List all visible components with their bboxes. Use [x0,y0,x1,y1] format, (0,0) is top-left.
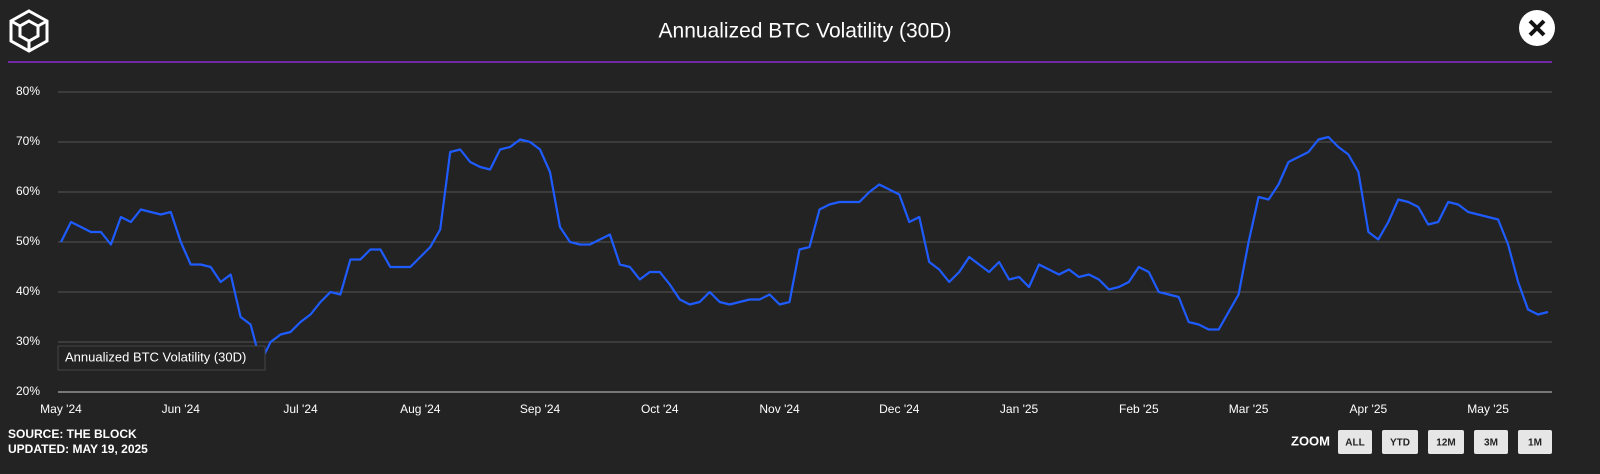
x-tick-label: Jun '24 [162,402,201,416]
y-tick-label: 40% [16,284,40,298]
zoom-button-label[interactable]: 12M [1436,438,1455,449]
x-tick-label: Mar '25 [1229,402,1269,416]
x-tick-label: Dec '24 [879,402,920,416]
x-tick-label: Feb '25 [1119,402,1159,416]
zoom-button-box[interactable] [1428,430,1464,454]
zoom-button-label[interactable]: 3M [1484,438,1498,449]
close-button[interactable] [1519,10,1555,46]
legend-label: Annualized BTC Volatility (30D) [65,349,246,364]
y-tick-label: 60% [16,184,40,198]
logo [9,9,49,53]
zoom-button[interactable]: 1M [1518,430,1552,454]
y-tick-label: 80% [16,84,40,98]
y-tick-label: 50% [16,234,40,248]
source: SOURCE: THE BLOCK [8,427,137,441]
x-tick-label: May '24 [40,402,82,416]
zoom-button-box[interactable] [1474,430,1508,454]
zoom-label: ZOOM [1291,433,1330,448]
legend-box [57,345,266,371]
y-tick-label: 30% [16,334,40,348]
legend: Annualized BTC Volatility (30D) [57,345,266,371]
updated: UPDATED: MAY 19, 2025 [8,442,148,456]
x-tick-label: Jan '25 [1000,402,1039,416]
x-tick-label: May '25 [1467,402,1509,416]
chart-title: Annualized BTC Volatility (30D) [659,20,952,43]
y-tick-label: 20% [16,384,40,398]
series-line [60,135,1549,364]
zoom-button[interactable]: 3M [1474,430,1508,454]
x-tick-label: Sep '24 [520,402,561,416]
zoom-button[interactable]: ALL [1338,430,1372,454]
x-tick-label: Oct '24 [641,402,679,416]
zoom-button-label[interactable]: YTD [1390,438,1410,449]
zoom-button-label[interactable]: ALL [1345,438,1364,449]
y-tick-label: 70% [16,134,40,148]
zoom-button-box[interactable] [1518,430,1552,454]
x-tick-label: Aug '24 [400,402,441,416]
zoom-button[interactable]: YTD [1382,430,1418,454]
zoom-button-label[interactable]: 1M [1528,438,1542,449]
x-tick-label: Apr '25 [1350,402,1388,416]
x-tick-label: Jul '24 [283,402,318,416]
x-tick-label: Nov '24 [759,402,800,416]
zoom-button-box[interactable] [1338,430,1372,454]
zoom-button-box[interactable] [1382,430,1418,454]
zoom-button[interactable]: 12M [1428,430,1464,454]
